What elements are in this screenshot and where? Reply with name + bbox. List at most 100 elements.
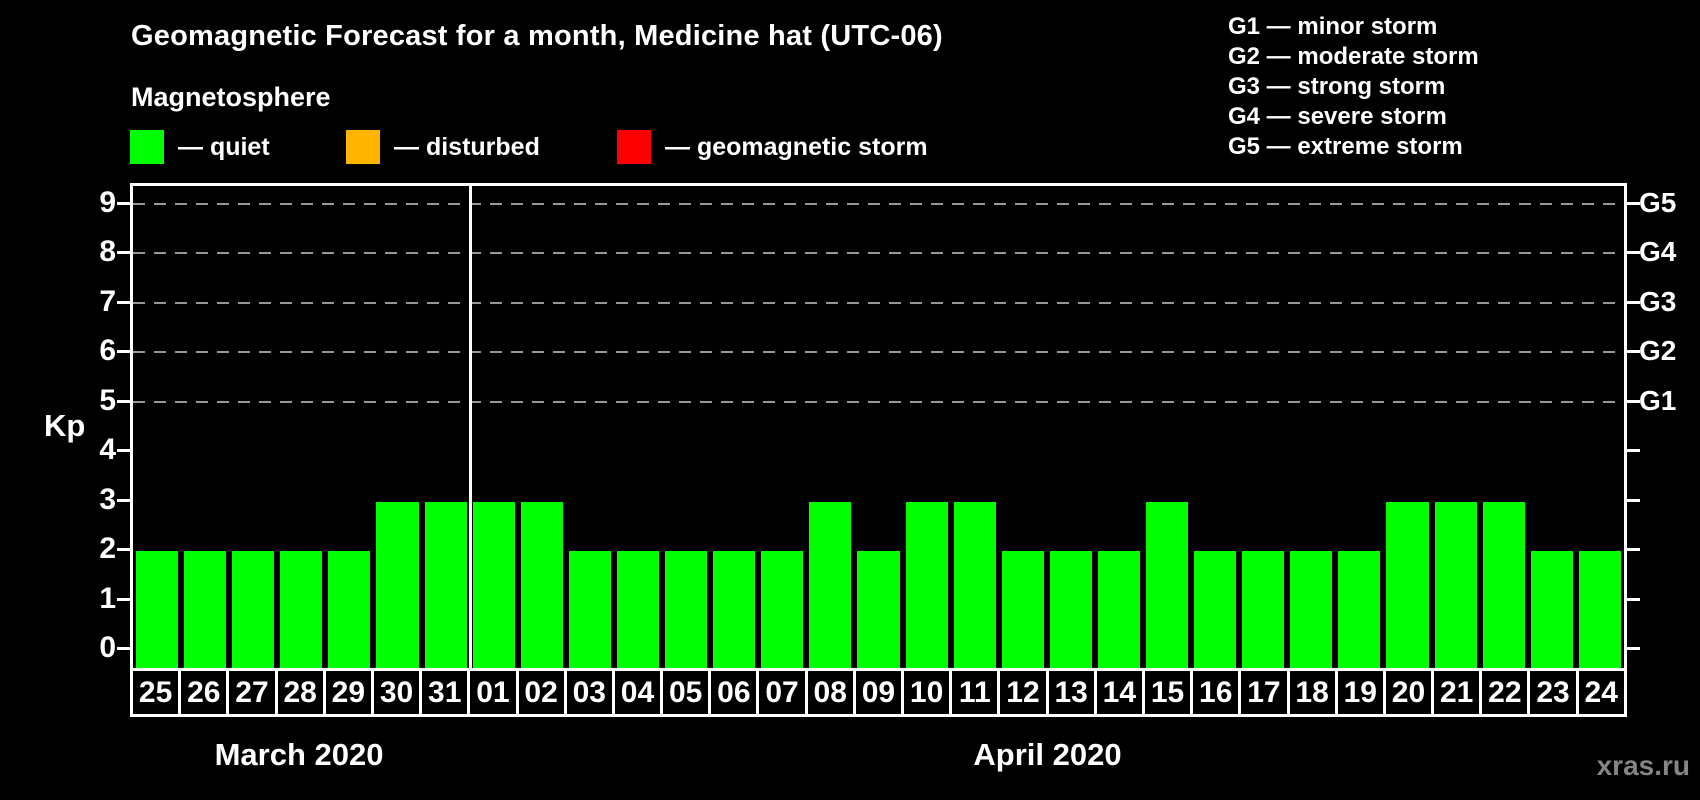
bar-slot-16 (1191, 186, 1239, 668)
bar-day-11 (953, 501, 996, 668)
day-label-11: 11 (952, 668, 1001, 717)
plot-area: 0 1 2 3 4 5 6 7 8 9 G1 G2 G3 G4 G5 (99, 183, 1676, 668)
legend-item-disturbed: — disturbed (346, 130, 540, 164)
bar-day-26 (184, 551, 227, 668)
bars-container (133, 186, 1624, 668)
g-level-label-g2: G2 (1639, 335, 1677, 366)
g-scale-line-2: G2 — moderate storm (1228, 43, 1479, 70)
bar-slot-28 (277, 186, 325, 668)
gridline-kp6 (133, 351, 1624, 353)
bar-day-14 (1097, 551, 1140, 668)
y-tick-left-8 (117, 251, 130, 254)
day-label-15: 15 (1144, 668, 1194, 717)
bar-slot-29 (325, 186, 373, 668)
bar-slot-11 (951, 186, 999, 668)
bar-day-19 (1338, 551, 1381, 668)
day-label-09: 09 (855, 668, 904, 717)
bar-day-12 (1001, 551, 1044, 668)
bar-slot-07 (758, 186, 806, 668)
day-label-13: 13 (1048, 668, 1097, 717)
bar-slot-31 (422, 186, 470, 668)
day-label-03: 03 (566, 668, 615, 717)
bar-day-22 (1482, 501, 1525, 668)
bar-slot-03 (566, 186, 614, 668)
g-level-label-g5: G5 (1639, 186, 1677, 218)
y-tick-right-0 (1627, 647, 1640, 650)
bar-slot-08 (806, 186, 854, 668)
day-label-28: 28 (277, 668, 326, 717)
day-label-05: 05 (663, 668, 712, 717)
y-tick-right-7 (1627, 300, 1640, 304)
day-label-08: 08 (807, 668, 856, 717)
day-label-26: 26 (181, 668, 230, 717)
g-scale-line-3: G3 — strong storm (1228, 73, 1446, 100)
gridline-kp9 (133, 202, 1624, 205)
legend-swatch-quiet (130, 130, 164, 164)
bar-slot-15 (1143, 186, 1191, 668)
bar-slot-24 (1576, 186, 1624, 668)
y-tick-label-0: 0 (99, 631, 116, 664)
bar-slot-05 (662, 186, 710, 668)
y-axis-title: Kp (44, 408, 86, 443)
bar-slot-13 (1047, 186, 1095, 668)
g-level-label-g1: G1 (1639, 384, 1677, 416)
bar-slot-09 (854, 186, 902, 668)
y-tick-label-9: 9 (99, 185, 116, 219)
y-tick-left-9 (117, 201, 130, 205)
bar-day-28 (280, 551, 323, 668)
y-tick-label-7: 7 (99, 284, 116, 318)
bar-slot-21 (1432, 186, 1480, 668)
bar-slot-18 (1287, 186, 1335, 668)
bar-slot-25 (133, 186, 181, 668)
month-separator (468, 186, 472, 668)
y-tick-left-6 (117, 350, 130, 353)
bar-slot-27 (229, 186, 277, 668)
day-label-16: 16 (1193, 668, 1242, 717)
day-label-12: 12 (1000, 668, 1049, 717)
bar-slot-17 (1239, 186, 1287, 668)
bar-day-23 (1530, 551, 1573, 668)
day-label-23: 23 (1530, 668, 1579, 717)
legend-label-quiet: — quiet (178, 132, 270, 161)
day-label-20: 20 (1385, 668, 1435, 717)
bar-day-10 (905, 501, 948, 668)
y-tick-label-2: 2 (99, 532, 116, 565)
y-tick-right-6 (1627, 350, 1640, 353)
bar-slot-14 (1095, 186, 1143, 668)
g-scale-line-5: G5 — extreme storm (1228, 133, 1463, 160)
day-label-02: 02 (518, 668, 567, 717)
day-label-07: 07 (759, 668, 808, 717)
bar-slot-02 (518, 186, 566, 668)
bar-slot-26 (181, 186, 229, 668)
bar-day-24 (1578, 551, 1621, 668)
day-label-19: 19 (1337, 668, 1386, 717)
bar-slot-19 (1335, 186, 1383, 668)
y-tick-right-2 (1627, 548, 1640, 551)
bar-day-05 (665, 551, 708, 668)
day-label-25: 25 (130, 668, 182, 717)
bar-day-17 (1242, 551, 1285, 668)
y-tick-left-0 (117, 647, 130, 650)
y-tick-label-8: 8 (99, 235, 116, 268)
day-label-24: 24 (1578, 668, 1627, 717)
legend-item-quiet: — quiet (130, 130, 270, 164)
bar-day-13 (1049, 551, 1092, 668)
bar-day-31 (424, 501, 467, 668)
gridline-kp7 (133, 301, 1624, 304)
bar-slot-04 (614, 186, 662, 668)
day-label-18: 18 (1289, 668, 1338, 717)
bar-day-09 (857, 551, 900, 668)
y-tick-label-1: 1 (99, 581, 116, 615)
y-tick-left-2 (117, 548, 130, 551)
day-label-06: 06 (711, 668, 760, 717)
bar-slot-01 (470, 186, 518, 668)
gridline-kp5 (133, 400, 1624, 403)
bar-day-01 (472, 501, 515, 668)
y-tick-right-1 (1627, 597, 1640, 601)
day-label-10: 10 (904, 668, 953, 717)
watermark: xras.ru (1596, 750, 1690, 781)
g-scale-legend: G1 — minor storm G2 — moderate storm G3 — … (1228, 12, 1479, 162)
day-label-21: 21 (1434, 668, 1483, 717)
bar-slot-22 (1480, 186, 1528, 668)
x-axis-day-row: 25 26 27 28 29 30 31 01 02 03 04 05 06 07 08 09 10 11 12 13… (130, 668, 1627, 717)
